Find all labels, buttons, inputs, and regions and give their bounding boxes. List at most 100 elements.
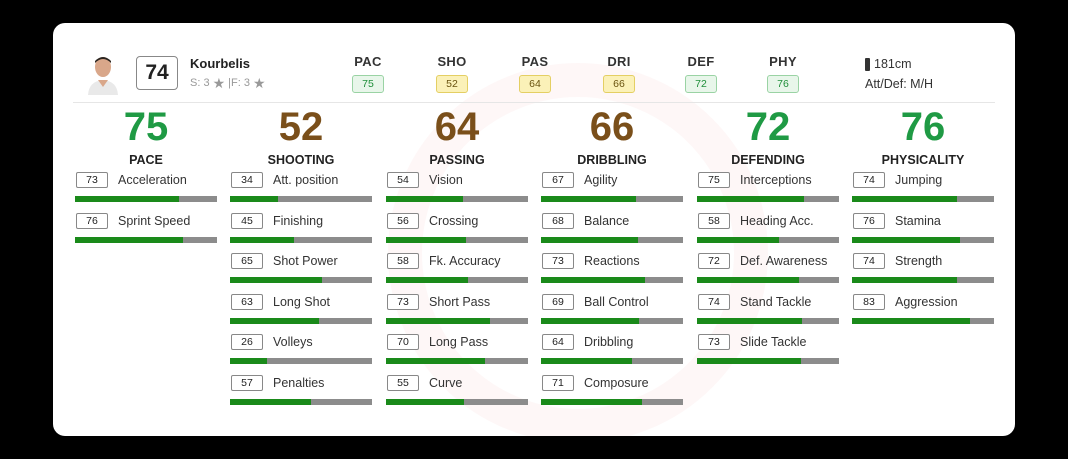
summary-label: SHO [437, 54, 467, 69]
summary-label: PAC [354, 54, 382, 69]
stat-name: Agility [584, 173, 618, 187]
stat-value-badge: 83 [853, 293, 885, 310]
summary-value-badge: 72 [685, 75, 717, 93]
stat-row: 70 Long Pass [386, 334, 528, 375]
stat-row: 76 Stamina [852, 212, 994, 254]
header-divider [73, 102, 995, 103]
stat-name: Dribbling [584, 335, 634, 349]
stat-row: 67 Agility [541, 172, 683, 213]
category-shooting: 52 SHOOTING 34 Att. position 45 Finishing 65 Sh… [230, 103, 372, 415]
category-dribbling: 66 DRIBBLING 67 Agility 68 Balance 73 Reactions… [541, 103, 683, 415]
stat-value-badge: 76 [853, 212, 885, 229]
stat-bar-fill [386, 196, 463, 202]
stat-bar [386, 277, 528, 283]
stat-value-badge: 73 [76, 172, 108, 188]
stat-name: Strength [895, 254, 943, 268]
category-name: PACE [129, 153, 163, 167]
stat-row: 26 Volleys [230, 334, 372, 375]
stat-row: 73 Acceleration [75, 172, 217, 213]
stat-value-badge: 68 [542, 212, 574, 229]
stat-bar-fill [230, 398, 311, 405]
stat-bar-fill [697, 317, 803, 324]
player-header: 74 Kourbelis S: 3 ★ |F: 3 ★ PAC 75 SHO 52 PA… [53, 23, 1015, 103]
stat-bar [697, 236, 839, 243]
stat-bar [230, 398, 372, 405]
stat-value-badge: 74 [853, 253, 885, 269]
stat-value-badge: 55 [387, 374, 419, 391]
summary-value-badge: 75 [352, 75, 384, 93]
stat-bar [230, 317, 372, 324]
stat-value-badge: 73 [542, 253, 574, 269]
stat-name: Penalties [273, 375, 325, 390]
stat-name: Aggression [895, 294, 958, 309]
stat-bar [230, 236, 372, 243]
stat-value-badge: 67 [542, 172, 574, 188]
summary-label: PHY [769, 54, 797, 69]
stat-bar [386, 358, 528, 364]
stat-bar-fill [697, 196, 804, 202]
stat-bar [230, 277, 372, 283]
stat-name: Interceptions [740, 173, 812, 187]
player-avatar [88, 57, 118, 95]
stat-value-badge: 69 [542, 293, 574, 310]
stat-bar-fill [852, 317, 970, 324]
stat-name: Att. position [273, 173, 339, 187]
stat-name: Short Pass [429, 294, 491, 309]
stat-name: Stand Tackle [740, 294, 812, 309]
stat-bar [697, 358, 839, 364]
stat-bar-fill [852, 277, 958, 283]
stat-bar [541, 398, 683, 405]
stat-row: 74 Jumping [852, 172, 994, 213]
stat-bar-fill [541, 236, 638, 243]
stat-row: 45 Finishing [230, 212, 372, 254]
stat-bar-fill [697, 358, 801, 364]
stat-bar-fill [386, 398, 465, 405]
stat-value-badge: 63 [231, 293, 263, 310]
summary-label: DEF [687, 54, 715, 69]
stat-name: Fk. Accuracy [429, 254, 501, 268]
stat-bar-fill [230, 358, 267, 364]
stat-bar [852, 277, 994, 283]
stat-name: Finishing [273, 213, 324, 228]
category-rating: 52 [278, 105, 324, 149]
skill-moves-text: S: 3 [190, 77, 210, 89]
stat-bar [230, 358, 372, 364]
stat-bar [230, 196, 372, 202]
stat-row: 76 Sprint Speed [75, 212, 217, 254]
stat-bar-fill [541, 277, 645, 283]
category-physicality: 76 PHYSICALITY 74 Jumping 76 Stamina 74 Strengt… [852, 103, 994, 334]
stat-row: 72 Def. Awareness [697, 253, 839, 294]
stat-bar-fill [852, 196, 958, 202]
stat-value-badge: 74 [698, 293, 730, 310]
category-rating: 64 [434, 105, 480, 149]
stat-row: 65 Shot Power [230, 253, 372, 294]
stat-row: 83 Aggression [852, 293, 994, 335]
stat-bar [697, 277, 839, 283]
stat-name: Stamina [895, 213, 941, 228]
stat-value-badge: 72 [698, 253, 730, 269]
summary-sho: SHO 52 [422, 54, 482, 93]
stat-bar-fill [697, 236, 780, 243]
summary-value-badge: 64 [519, 75, 551, 93]
stat-row: 74 Strength [852, 253, 994, 294]
stat-value-badge: 45 [231, 212, 263, 229]
stat-bar [541, 236, 683, 243]
skill-weakfoot: S: 3 ★ |F: 3 ★ [190, 76, 266, 90]
stat-bar [541, 196, 683, 202]
stat-bar [541, 277, 683, 283]
stat-name: Jumping [895, 173, 943, 187]
stat-value-badge: 70 [387, 334, 419, 350]
summary-label: PAS [521, 54, 549, 69]
stat-name: Shot Power [273, 254, 338, 268]
stat-bar [697, 317, 839, 324]
stat-name: Crossing [429, 213, 479, 228]
stat-value-badge: 73 [698, 334, 730, 350]
summary-dri: DRI 66 [589, 54, 649, 93]
stat-bar [386, 317, 528, 324]
stat-bar-fill [230, 196, 279, 202]
stat-row: 74 Stand Tackle [697, 293, 839, 335]
stat-name: Composure [584, 375, 649, 390]
stat-value-badge: 71 [542, 374, 574, 391]
stat-bar-fill [386, 236, 466, 243]
stat-name: Balance [584, 213, 630, 228]
